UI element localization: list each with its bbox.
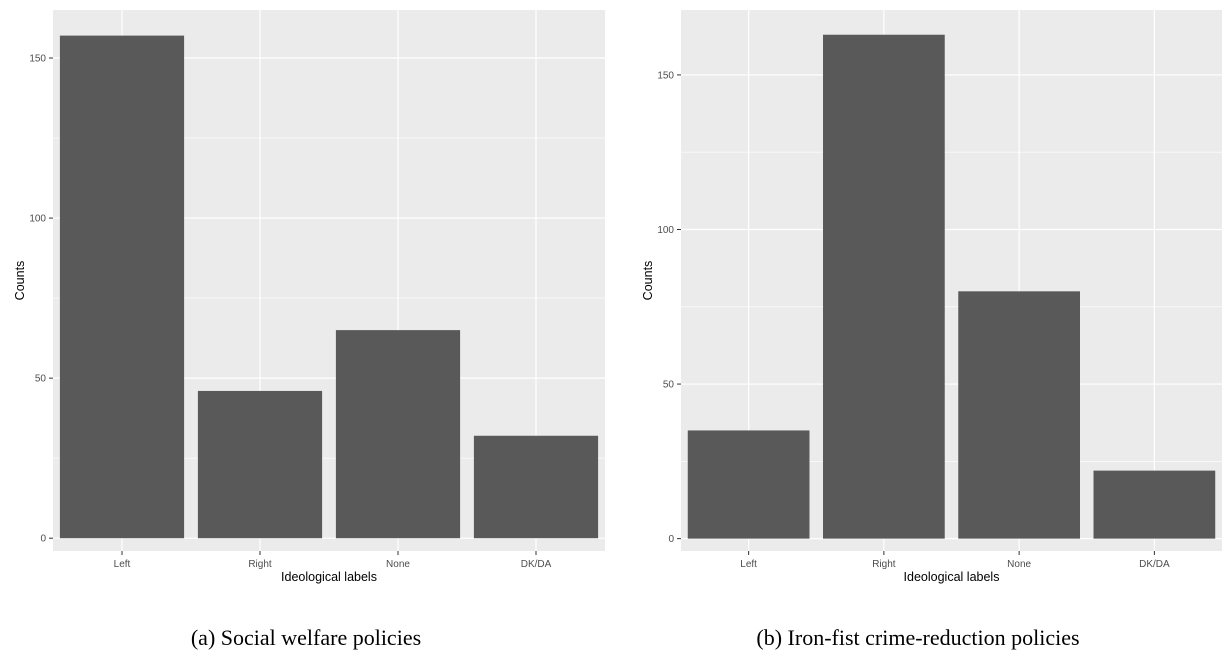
figure-b: 0 50 100 150 Left Right None DK/DA Ideological l…	[612, 0, 1224, 664]
y-tick-label: 150	[29, 54, 46, 65]
bar-dkda	[1093, 470, 1216, 539]
caption-a: (a) Social welfare policies	[190, 625, 422, 650]
y-tick-label: 50	[663, 380, 675, 391]
bar-right	[197, 390, 323, 539]
x-tick-label: DK/DA	[521, 559, 552, 570]
y-tick-label: 0	[40, 534, 46, 545]
y-axis-title: Counts	[13, 261, 27, 301]
x-axis-title: Ideological labels	[281, 570, 377, 584]
bar-dkda	[473, 435, 599, 539]
bar-right	[823, 34, 945, 539]
y-tick-label: 150	[657, 70, 674, 81]
chart-iron-fist: 0 50 100 150 Left Right None DK/DA Ideological l…	[641, 10, 1222, 584]
x-axis-title: Ideological labels	[904, 570, 1000, 584]
figure-a: 0 50 100 150 Left Right None DK/DA Ideological l…	[0, 0, 612, 664]
bar-none	[335, 330, 461, 539]
y-tick-label: 50	[35, 374, 47, 385]
y-tick-label: 0	[668, 534, 674, 545]
x-tick-label: None	[386, 559, 410, 570]
x-tick-label: Left	[114, 559, 131, 570]
bar-none	[958, 291, 1080, 539]
bar-left	[59, 35, 185, 539]
y-tick-label: 100	[657, 225, 674, 236]
x-tick-label: Right	[248, 559, 272, 570]
x-tick-label: DK/DA	[1139, 559, 1170, 570]
x-tick-label: None	[1007, 559, 1031, 570]
chart-social-welfare: 0 50 100 150 Left Right None DK/DA Ideological l…	[13, 10, 605, 584]
y-tick-label: 100	[29, 214, 46, 225]
y-axis-title: Counts	[641, 261, 655, 301]
bar-left	[687, 430, 810, 539]
x-tick-label: Left	[740, 559, 757, 570]
x-tick-label: Right	[872, 559, 896, 570]
caption-b: (b) Iron-fist crime-reduction policies	[756, 625, 1080, 650]
